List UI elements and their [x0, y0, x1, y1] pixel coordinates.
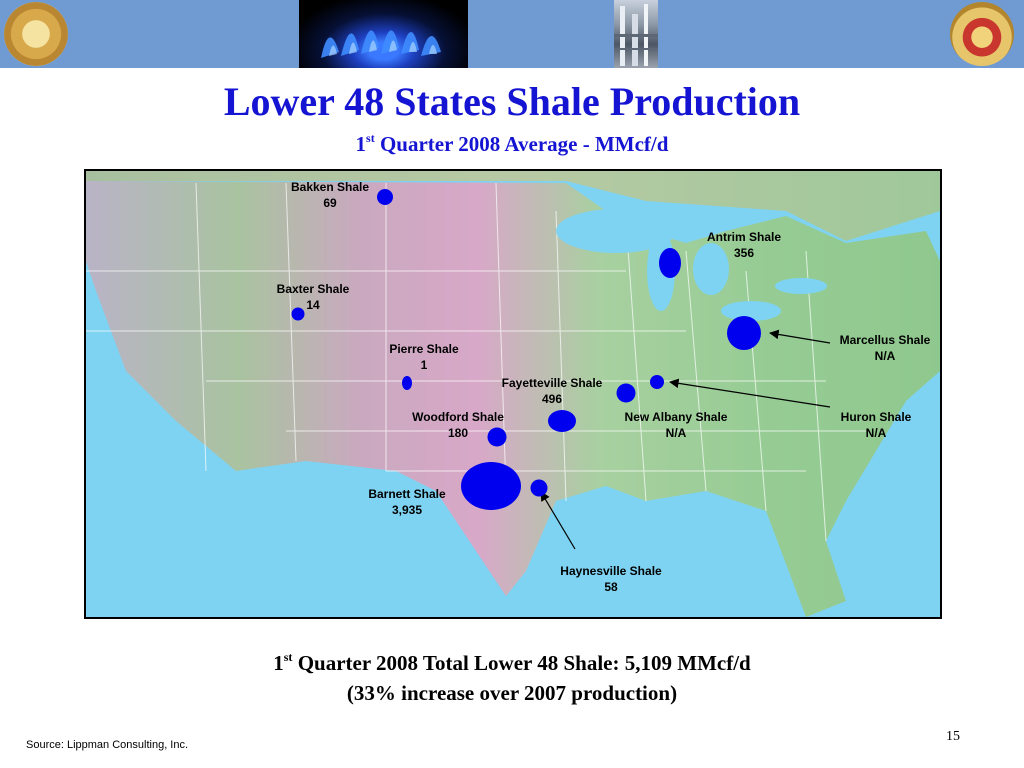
us-terrain-map	[86, 171, 940, 617]
lake-ontario	[775, 278, 827, 294]
shale-map: Bakken Shale 69 Antrim Shale 356 Baxter Sh…	[84, 169, 942, 619]
california-seal-icon	[4, 2, 68, 66]
haynesville-shale-marker[interactable]	[530, 479, 548, 497]
source-credit: Source: Lippman Consulting, Inc.	[26, 739, 189, 751]
huron-shale-label: Huron Shale N/A	[840, 410, 912, 440]
gas-plant-photo	[614, 0, 658, 68]
fayetteville-shale-marker[interactable]	[548, 410, 576, 432]
fayetteville-shale-label: Fayetteville Shale 496	[501, 376, 603, 406]
us-landmass	[86, 181, 940, 617]
callout-arrows	[540, 329, 831, 550]
new-albany-shale-label: New Albany Shale N/A	[624, 410, 728, 440]
lake-erie	[721, 301, 781, 321]
marcellus-shale-marker[interactable]	[727, 316, 761, 350]
lake-superior	[556, 209, 676, 253]
slide-title: Lower 48 States Shale Production	[223, 79, 801, 124]
baxter-shale-label: Baxter Shale 14	[276, 282, 350, 312]
new-albany-shale-marker[interactable]	[616, 383, 636, 403]
lake-huron	[693, 243, 729, 295]
baxter-shale-marker[interactable]	[291, 307, 305, 321]
bakken-shale-label: Bakken Shale 69	[290, 180, 370, 210]
woodford-shale-label: Woodford Shale 180	[412, 410, 504, 440]
antrim-shale-label: Antrim Shale 356	[706, 230, 782, 260]
gas-flame-photo	[299, 0, 468, 68]
antrim-shale-marker[interactable]	[659, 248, 681, 278]
pierre-shale-marker[interactable]	[402, 376, 412, 390]
increase-note: (33% increase over 2007 production)	[346, 681, 678, 705]
total-production-summary: 1st Quarter 2008 Total Lower 48 Shale: 5…	[273, 650, 751, 675]
woodford-shale-marker[interactable]	[487, 427, 507, 447]
bakken-shale-marker[interactable]	[377, 189, 393, 205]
agency-seal-icon	[950, 2, 1014, 66]
haynesville-shale-label: Haynesville Shale 58	[560, 564, 662, 594]
canada-region	[86, 171, 940, 241]
shale-markers	[291, 189, 761, 510]
page-number: 15	[946, 729, 960, 744]
slide-subtitle: 1st Quarter 2008 Average - MMcf/d	[355, 131, 669, 156]
pierre-shale-label: Pierre Shale 1	[389, 342, 459, 372]
barnett-shale-marker[interactable]	[461, 462, 521, 510]
header-band	[0, 0, 1024, 68]
barnett-shale-label: Barnett Shale 3,935	[368, 487, 446, 517]
marcellus-shale-label: Marcellus Shale N/A	[839, 333, 931, 363]
huron-shale-marker[interactable]	[650, 375, 664, 389]
state-borders	[86, 182, 866, 542]
